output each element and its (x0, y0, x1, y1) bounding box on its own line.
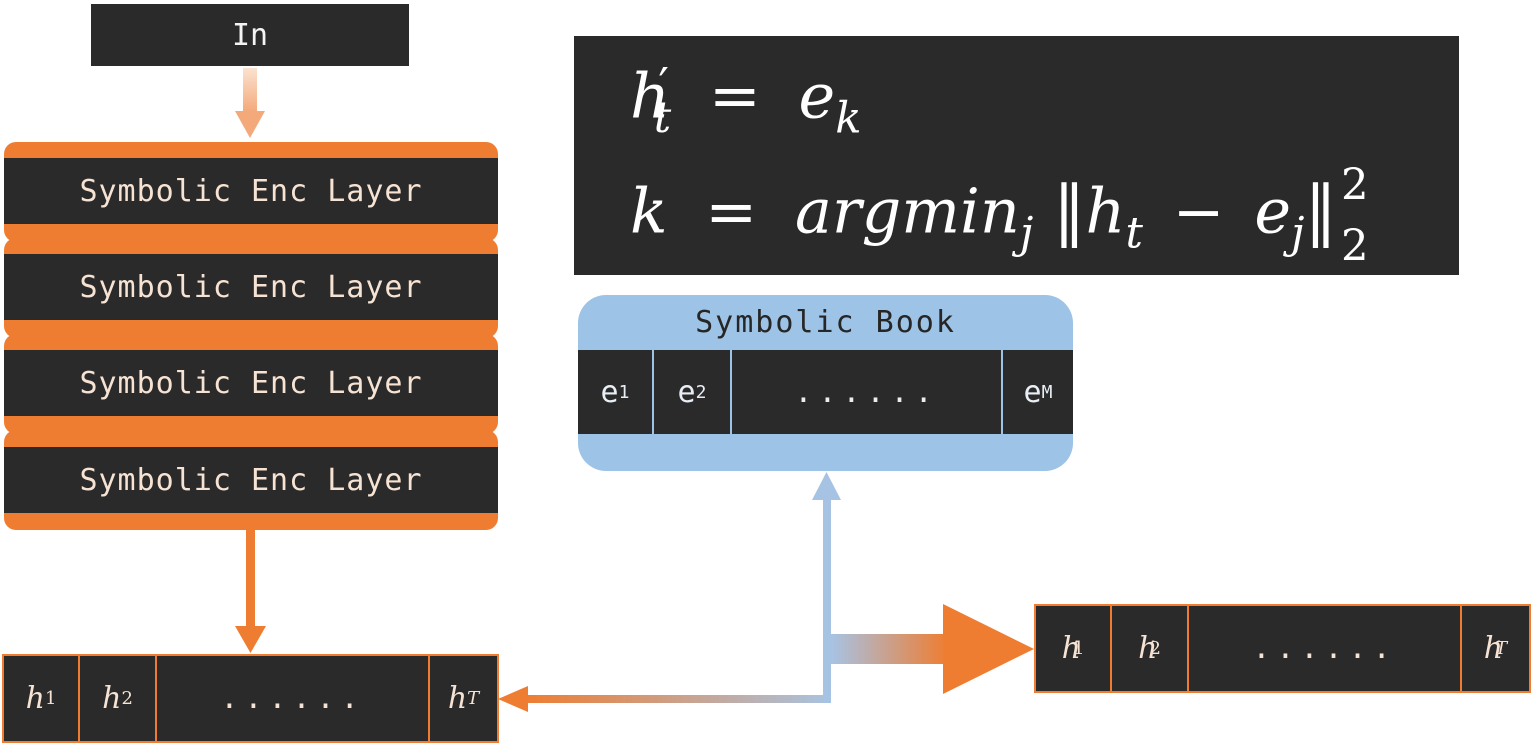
encoder-layer-label: Symbolic Enc Layer (79, 462, 423, 498)
encoder-layer-label: Symbolic Enc Layer (79, 365, 423, 401)
quantized-cell-1: h ′ 1 (1036, 606, 1112, 691)
input-arrow (235, 68, 265, 138)
encoder-layer-4: Symbolic Enc Layer (4, 447, 498, 513)
quantize-arrow (831, 604, 1034, 694)
codebook-entry-ellipsis: ...... (732, 350, 1003, 434)
encoder-layer-1: Symbolic Enc Layer (4, 158, 498, 224)
encoder-layer-label: Symbolic Enc Layer (79, 173, 423, 209)
input-label: In (231, 17, 269, 53)
formula-line-2: k = argminj ‖ht − ej‖ 2 2 (630, 160, 1369, 272)
quantized-cell-2: h ′ 2 (1112, 606, 1189, 691)
quantized-cell-T: h ′ T (1462, 606, 1529, 691)
lookup-connector (498, 472, 841, 712)
encoder-layer-label: Symbolic Enc Layer (79, 269, 423, 305)
input-box: In (91, 4, 409, 66)
quantized-sequence: h ′ 1 h ′ 2 ...... h ′ T (1034, 604, 1531, 693)
hidden-cell-ellipsis: ...... (157, 656, 430, 741)
formula-line-1: h′t = ek (630, 58, 862, 144)
formula-box: h′t = ek k = argminj ‖ht − ej‖ 2 2 (574, 36, 1459, 275)
encoder-layer-2: Symbolic Enc Layer (4, 254, 498, 320)
encoder-layer-3: Symbolic Enc Layer (4, 350, 498, 416)
quantized-cell-ellipsis: ...... (1189, 606, 1462, 691)
encoder-output-arrow (235, 528, 266, 653)
symbolic-book-title: Symbolic Book (695, 305, 956, 340)
